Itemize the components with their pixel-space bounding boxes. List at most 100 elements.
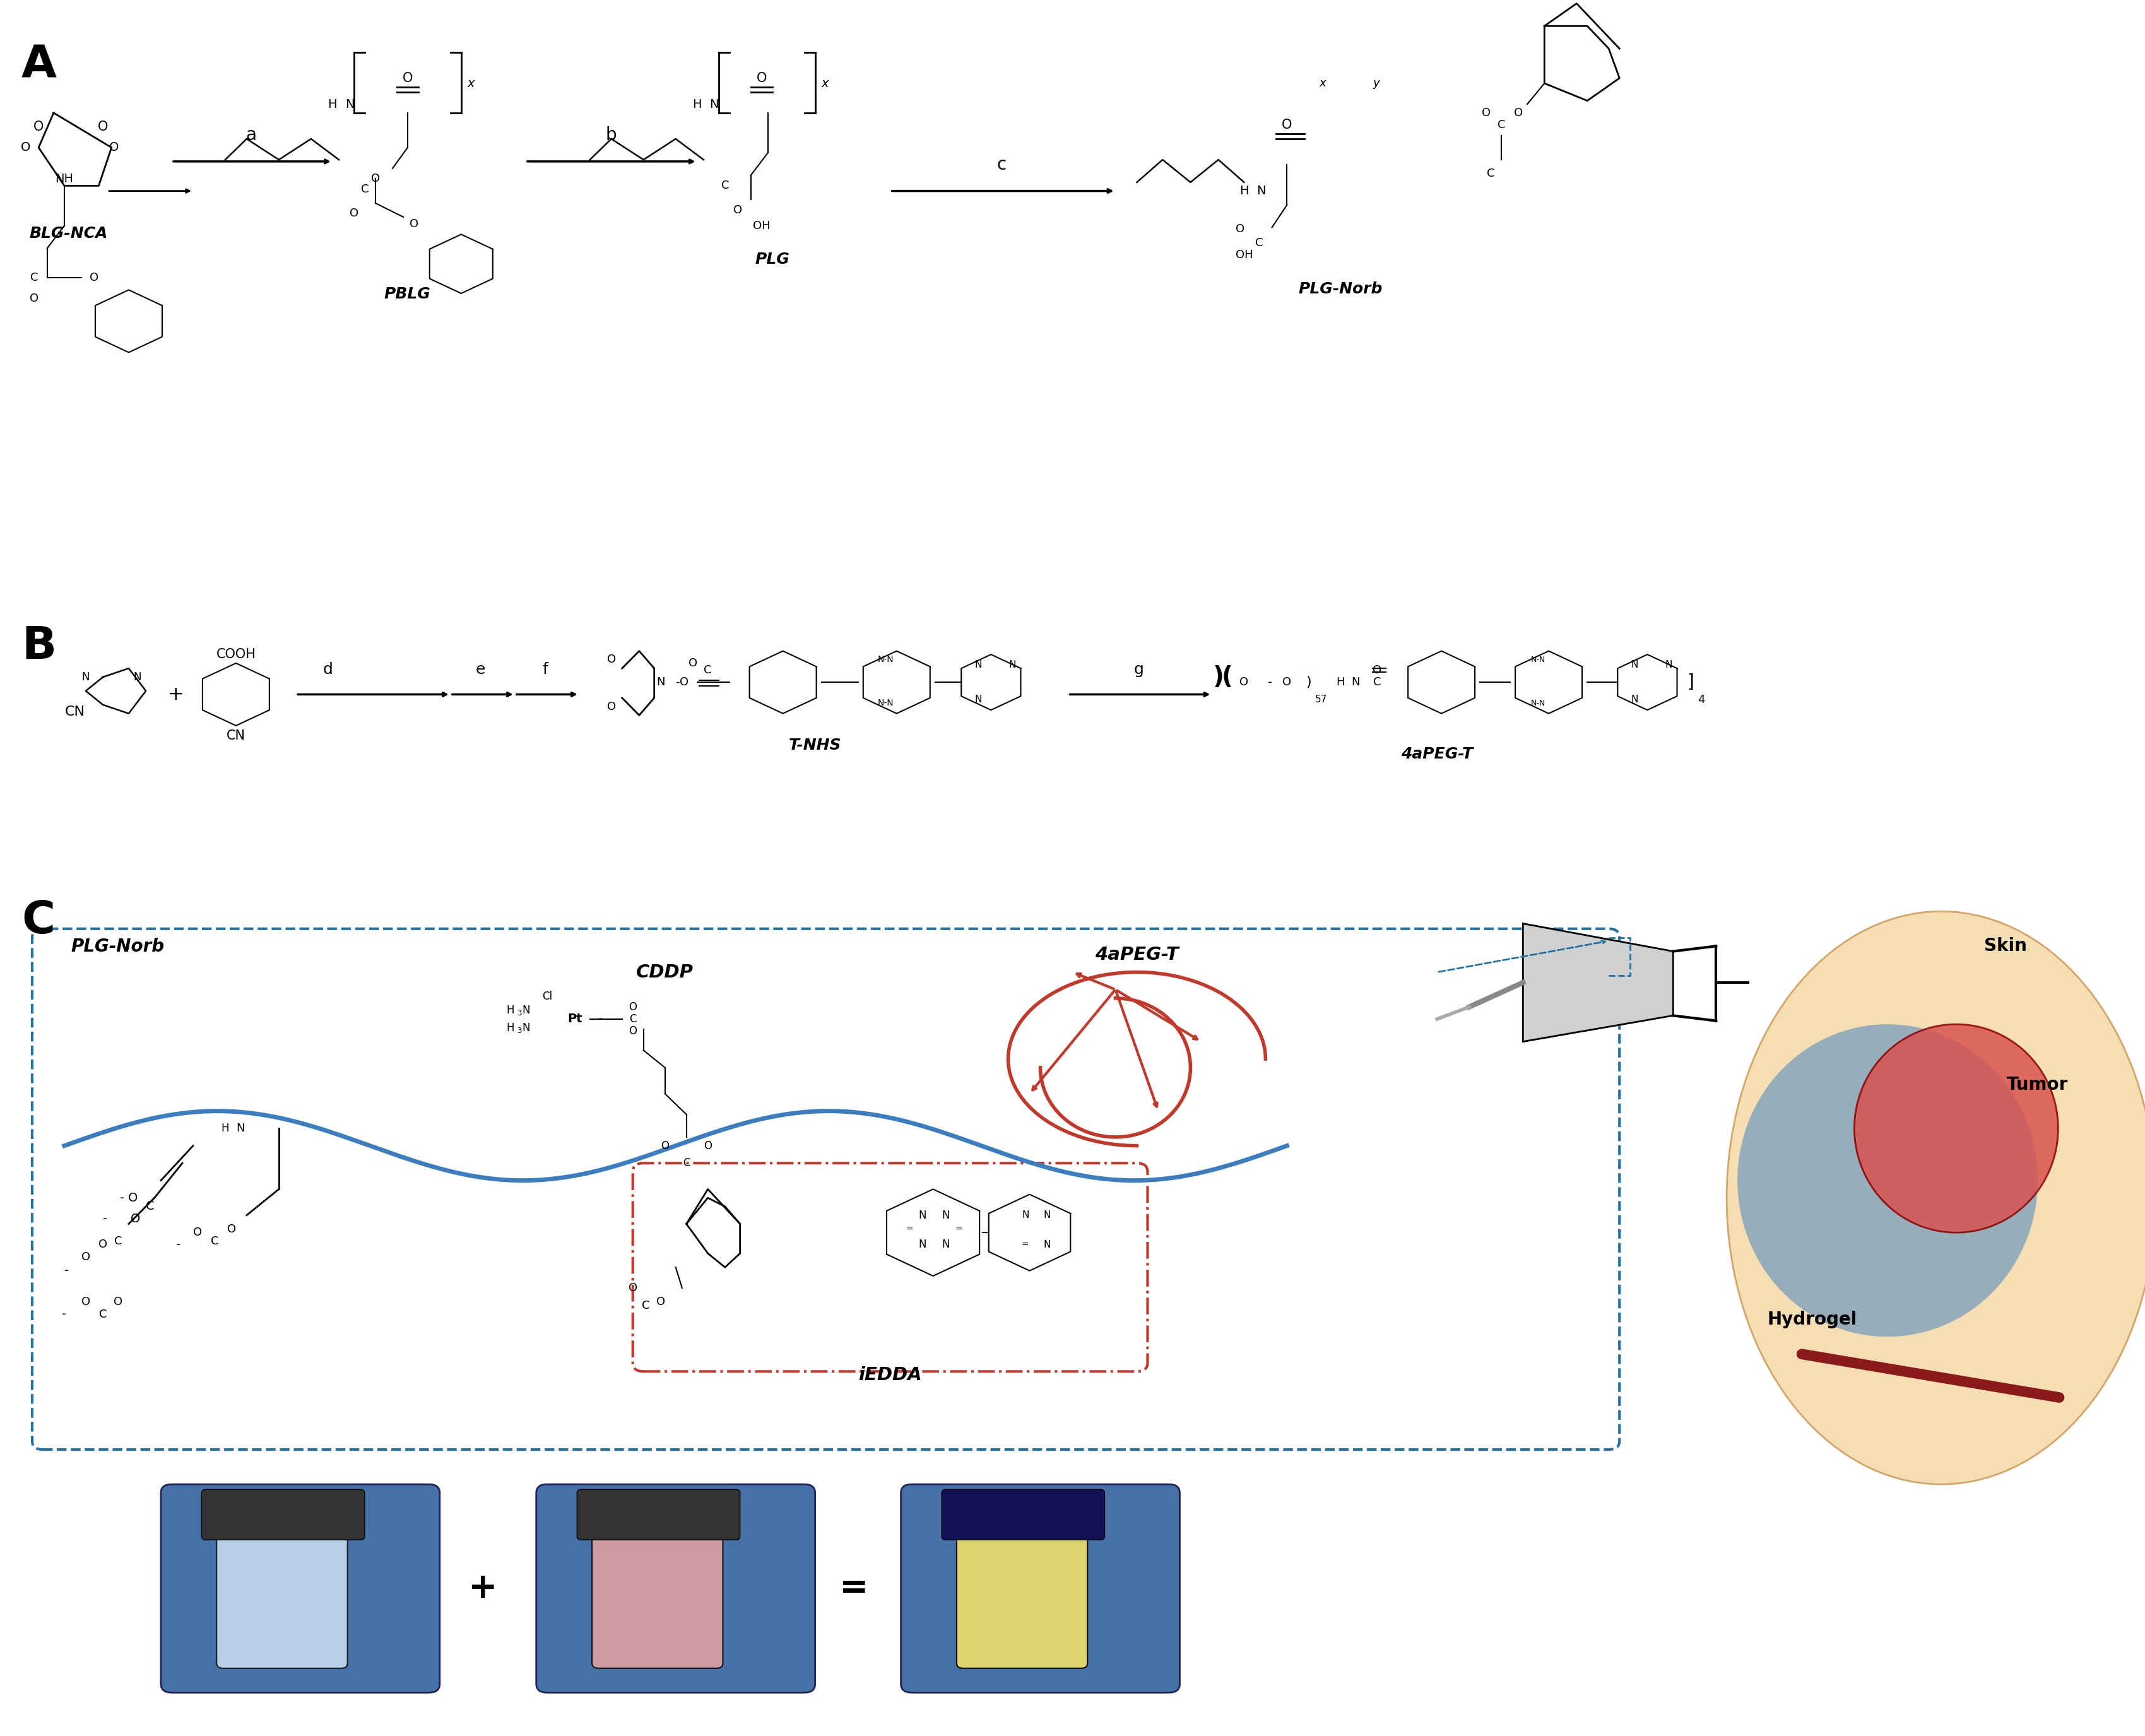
Text: BLG-NCA: BLG-NCA [30, 226, 107, 241]
Text: =: = [905, 1224, 914, 1234]
Text: a: a [245, 127, 257, 144]
Text: O: O [607, 654, 616, 665]
Text: O: O [403, 71, 412, 85]
Text: O: O [1514, 108, 1523, 118]
Text: T-NHS: T-NHS [789, 738, 841, 753]
Text: 4: 4 [1697, 694, 1705, 705]
Text: =: = [839, 1571, 869, 1606]
Text: -: - [64, 1266, 69, 1276]
Text: O: O [99, 120, 107, 134]
Text: H: H [221, 1123, 230, 1134]
Text: N: N [1665, 660, 1673, 670]
Text: Cl: Cl [543, 991, 551, 1002]
Text: A: A [21, 43, 56, 87]
Text: 4aPEG-T: 4aPEG-T [1401, 746, 1474, 762]
Ellipse shape [1727, 911, 2145, 1484]
Text: O: O [114, 1297, 122, 1307]
Text: N: N [974, 660, 982, 670]
Text: O: O [1283, 677, 1291, 687]
Text: N: N [942, 1240, 950, 1250]
FancyBboxPatch shape [202, 1489, 365, 1540]
FancyBboxPatch shape [942, 1489, 1105, 1540]
Text: O: O [628, 1026, 637, 1036]
Text: C: C [114, 1236, 122, 1246]
Text: O: O [350, 208, 358, 219]
FancyBboxPatch shape [592, 1528, 723, 1668]
Text: O: O [193, 1227, 202, 1238]
Text: O: O [1283, 118, 1291, 132]
FancyBboxPatch shape [901, 1484, 1180, 1693]
Text: +: + [468, 1571, 498, 1606]
Text: O: O [734, 205, 742, 215]
Text: C: C [210, 1236, 219, 1246]
Text: N-N: N-N [877, 698, 894, 708]
Text: x: x [468, 78, 474, 89]
Text: f: f [543, 661, 547, 677]
Text: N: N [82, 672, 90, 682]
Text: (: ( [1221, 665, 1233, 689]
Text: C: C [704, 665, 712, 675]
Text: C: C [30, 273, 39, 283]
Text: N: N [345, 99, 354, 109]
Text: Hydrogel: Hydrogel [1767, 1311, 1858, 1328]
Text: H: H [328, 99, 337, 109]
Text: O: O [129, 1193, 137, 1203]
Text: 57: 57 [1315, 694, 1328, 705]
Text: O: O [109, 142, 118, 153]
FancyBboxPatch shape [957, 1528, 1088, 1668]
Text: ]: ] [1686, 674, 1695, 691]
Text: OH: OH [753, 220, 770, 231]
Text: d: d [324, 661, 332, 677]
Text: -: - [598, 1014, 603, 1024]
Text: C: C [1255, 238, 1263, 248]
Text: C: C [682, 1158, 691, 1168]
FancyBboxPatch shape [536, 1484, 815, 1693]
Text: N-N: N-N [1532, 656, 1544, 663]
Text: $_{3}$N: $_{3}$N [517, 1003, 530, 1017]
Text: b: b [605, 127, 618, 144]
Text: C: C [146, 1201, 154, 1212]
Text: Tumor: Tumor [2008, 1076, 2068, 1094]
Text: O: O [607, 701, 616, 712]
Text: N: N [942, 1210, 950, 1220]
Text: N: N [918, 1210, 927, 1220]
Text: O: O [82, 1297, 90, 1307]
Text: O: O [1482, 108, 1491, 118]
Text: COOH: COOH [217, 648, 255, 661]
Text: Skin: Skin [1984, 937, 2027, 955]
Text: C: C [1497, 120, 1506, 130]
Text: N: N [710, 99, 719, 109]
Text: -: - [176, 1240, 180, 1250]
Text: =: = [955, 1224, 963, 1234]
Text: OH: OH [1236, 250, 1253, 260]
Text: O: O [30, 293, 39, 304]
Text: O: O [1236, 224, 1244, 234]
Text: O: O [1240, 677, 1248, 687]
Text: C: C [21, 899, 56, 943]
Text: C: C [1373, 677, 1381, 687]
Text: Pt: Pt [568, 1014, 581, 1024]
FancyBboxPatch shape [217, 1528, 347, 1668]
Text: x: x [1319, 78, 1326, 89]
Text: C: C [628, 1014, 637, 1024]
FancyBboxPatch shape [32, 929, 1619, 1450]
Text: O: O [689, 658, 697, 668]
Ellipse shape [1853, 1024, 2057, 1233]
Text: N: N [236, 1123, 245, 1134]
Text: iEDDA: iEDDA [858, 1366, 922, 1384]
Text: y: y [1373, 78, 1379, 89]
Text: N-N: N-N [1532, 700, 1544, 707]
Text: O: O [410, 219, 418, 229]
Text: O: O [661, 1141, 669, 1151]
Text: N: N [656, 677, 665, 687]
Text: C: C [721, 181, 729, 191]
Text: H: H [506, 1005, 515, 1016]
Text: O: O [82, 1252, 90, 1262]
Text: N: N [974, 694, 982, 705]
Text: O: O [656, 1297, 665, 1307]
Text: O: O [34, 120, 43, 134]
Text: CDDP: CDDP [637, 963, 693, 981]
Text: NH: NH [56, 174, 73, 184]
Text: O: O [628, 1002, 637, 1012]
Text: N: N [1042, 1210, 1051, 1220]
